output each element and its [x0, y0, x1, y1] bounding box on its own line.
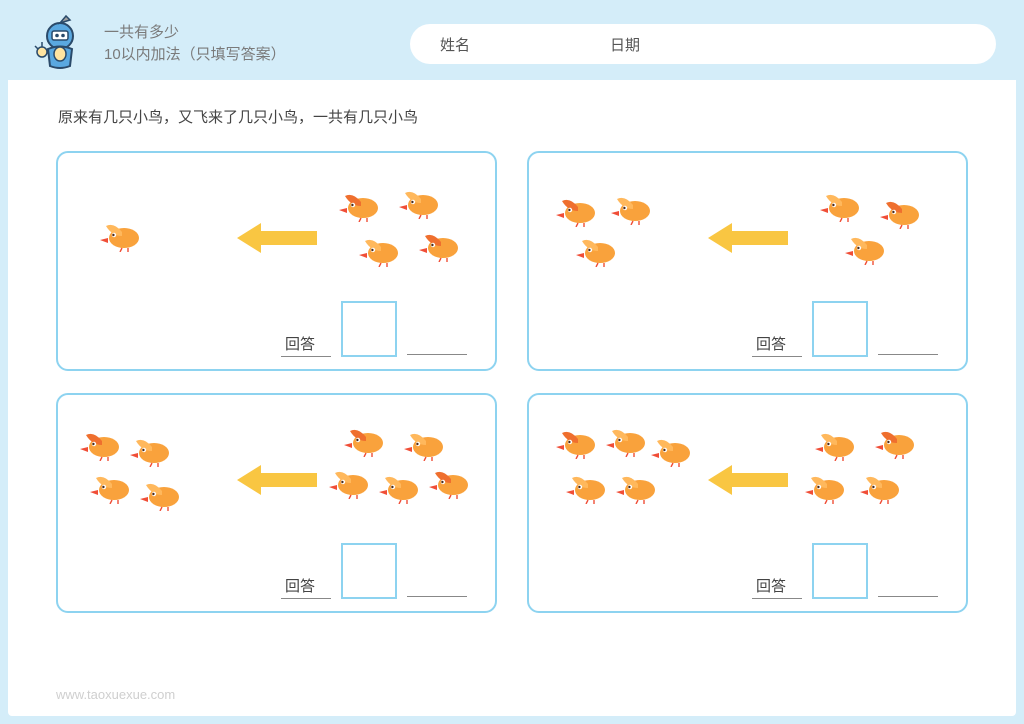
bird-icon	[344, 423, 388, 457]
answer-underline	[407, 596, 467, 597]
bird-icon	[566, 470, 610, 504]
answer-label: 回答	[281, 575, 331, 599]
name-date-bar: 姓名 日期	[410, 24, 996, 64]
answer-underline	[878, 596, 938, 597]
answer-input-box[interactable]	[341, 301, 397, 357]
date-label: 日期	[610, 34, 640, 55]
bird-icon	[611, 191, 655, 225]
problem-card: 回答	[527, 393, 968, 613]
flock-left	[80, 415, 225, 545]
title-line-2: 10以内加法（只填写答案）	[104, 44, 394, 67]
arrow-left-icon	[237, 223, 317, 253]
bird-icon	[379, 470, 423, 504]
bird-icon	[576, 233, 620, 267]
title-block: 一共有多少 10以内加法（只填写答案）	[104, 22, 394, 67]
bird-icon	[651, 433, 695, 467]
bird-icon	[359, 233, 403, 267]
bird-icon	[860, 470, 904, 504]
scene	[551, 173, 944, 303]
problem-card: 回答	[56, 393, 497, 613]
bird-icon	[399, 185, 443, 219]
answer-input-box[interactable]	[812, 301, 868, 357]
answer-row: 回答	[281, 301, 467, 357]
name-label: 姓名	[440, 34, 470, 55]
bird-icon	[880, 195, 924, 229]
bird-icon	[429, 465, 473, 499]
bird-icon	[339, 188, 383, 222]
bird-icon	[606, 423, 650, 457]
bird-icon	[805, 470, 849, 504]
answer-label: 回答	[281, 333, 331, 357]
problem-card: 回答	[527, 151, 968, 371]
answer-underline	[878, 354, 938, 355]
problem-grid: 回答	[8, 141, 1016, 613]
instruction-text: 原来有几只小鸟，又飞来了几只小鸟，一共有几只小鸟	[8, 80, 1016, 141]
arrow-left-icon	[708, 465, 788, 495]
bird-icon	[130, 433, 174, 467]
bird-icon	[140, 477, 184, 511]
footer-watermark: www.taoxuexue.com	[56, 687, 175, 702]
bird-icon	[556, 193, 600, 227]
bird-icon	[90, 470, 134, 504]
bird-icon	[100, 218, 144, 252]
answer-input-box[interactable]	[341, 543, 397, 599]
problem-card: 回答	[56, 151, 497, 371]
bird-icon	[616, 470, 660, 504]
answer-underline	[407, 354, 467, 355]
flock-left	[551, 173, 696, 303]
answer-label: 回答	[752, 575, 802, 599]
scene	[551, 415, 944, 545]
worksheet-page: 一共有多少 10以内加法（只填写答案） 姓名 日期 原来有几只小鸟，又飞来了几只…	[8, 8, 1016, 716]
answer-row: 回答	[752, 543, 938, 599]
arrow-left-icon	[708, 223, 788, 253]
bird-icon	[556, 425, 600, 459]
scene	[80, 173, 473, 303]
bird-icon	[875, 425, 919, 459]
flock-left	[80, 173, 225, 303]
bird-icon	[80, 427, 124, 461]
bird-icon	[815, 427, 859, 461]
flock-right	[800, 415, 945, 545]
flock-left	[551, 415, 696, 545]
scene	[80, 415, 473, 545]
answer-row: 回答	[752, 301, 938, 357]
bird-icon	[820, 188, 864, 222]
bird-icon	[845, 231, 889, 265]
title-line-1: 一共有多少	[104, 22, 394, 45]
flock-right	[329, 173, 474, 303]
answer-input-box[interactable]	[812, 543, 868, 599]
arrow-left-icon	[237, 465, 317, 495]
bird-icon	[404, 427, 448, 461]
flock-right	[329, 415, 474, 545]
flock-right	[800, 173, 945, 303]
mascot-icon	[28, 14, 88, 74]
answer-label: 回答	[752, 333, 802, 357]
bird-icon	[329, 465, 373, 499]
answer-row: 回答	[281, 543, 467, 599]
bird-icon	[419, 228, 463, 262]
header: 一共有多少 10以内加法（只填写答案） 姓名 日期	[8, 8, 1016, 80]
